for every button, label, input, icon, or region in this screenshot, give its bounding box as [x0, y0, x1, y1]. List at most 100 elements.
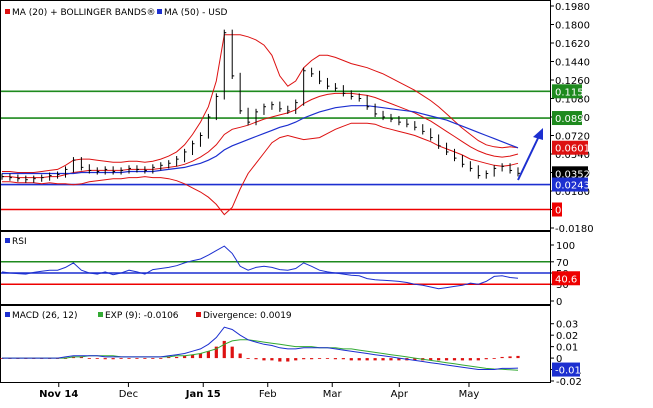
divergence-bar — [508, 356, 512, 359]
divergence-bar — [349, 358, 353, 361]
divergence-bar — [325, 358, 330, 359]
divergence-bar — [333, 358, 338, 360]
macd-legend-label: MACD (26, 12) — [12, 311, 78, 321]
signal-line — [2, 339, 519, 371]
divergence-bar — [262, 358, 266, 361]
divergence-bar — [270, 358, 274, 361]
rsi-y-tick-label: 100 — [556, 241, 575, 252]
divergence-legend-label: Divergence: 0.0019 — [203, 311, 292, 321]
rsi-line — [1, 245, 519, 290]
divergence-bar — [71, 356, 76, 359]
divergence-bar — [87, 358, 91, 359]
divergence-bar — [111, 358, 115, 360]
divergence-bar — [167, 356, 171, 359]
divergence-bar — [254, 358, 258, 360]
rsi-y-tick-label: 0 — [556, 297, 562, 308]
ma20-legend-swatch — [5, 9, 10, 14]
price-y-tick-label: 0.1440 — [555, 58, 590, 69]
price-y-tick-label: 0.0540 — [555, 150, 590, 161]
tag-resistance-089-bg — [552, 111, 582, 126]
divergence-bar — [127, 358, 131, 359]
price-y-tick-label: 0.1260 — [555, 76, 590, 87]
price-bars — [1, 29, 520, 183]
price-y-tick-label: 0.1620 — [555, 39, 590, 50]
tag-ma20-value: 0.0601 — [555, 144, 590, 155]
price-y-tick-label: 0.0180 — [555, 187, 590, 198]
tag-macd-value-bg — [552, 362, 580, 377]
divergence-bar — [341, 358, 345, 360]
price-panel-frame — [0, 0, 551, 231]
divergence-bar — [492, 358, 496, 359]
tag-last-price: 0.0352 — [555, 169, 590, 180]
divergence-bar — [95, 358, 99, 359]
divergence-bar — [397, 358, 401, 361]
tag-rsi-value: 40.6 — [555, 274, 577, 285]
divergence-bar — [159, 358, 163, 359]
divergence-bar — [151, 358, 155, 359]
divergence-bar — [437, 358, 441, 361]
exp-legend-label: EXP (9): -0.0106 — [105, 311, 179, 321]
rsi-y-tick-label: 70 — [556, 258, 569, 269]
divergence-bar — [413, 358, 417, 361]
tag-zero: 0 — [555, 206, 561, 217]
tag-macd-value: -0.01 — [555, 366, 581, 377]
x-axis-label: Mar — [323, 389, 343, 400]
macd-y-tick-label: 0.03 — [556, 320, 578, 331]
divergence-bar — [294, 358, 298, 361]
y-axis-ticks: 0.19800.18000.16200.14400.12600.10800.09… — [550, 2, 594, 388]
rsi-legend-label: RSI — [12, 237, 27, 247]
bollinger-bands — [2, 34, 519, 216]
horizontal-levels — [1, 90, 550, 211]
macd-y-tick-label: -0.02 — [556, 377, 582, 388]
divergence-bar — [214, 346, 218, 359]
divergence-bar — [484, 358, 488, 360]
macd-panel-frame — [0, 305, 551, 383]
divergence-bar — [198, 353, 203, 359]
macd-line — [2, 326, 519, 370]
divergence-bar — [143, 358, 147, 359]
macd-y-tick-label: 0 — [556, 354, 562, 365]
divergence-bar — [452, 358, 457, 361]
divergence-bar — [79, 356, 83, 359]
projection-arrow — [517, 128, 543, 181]
tag-support-bg — [552, 177, 588, 192]
divergence-bar — [381, 358, 385, 361]
divergence-bar — [302, 358, 306, 360]
price-y-tick-label: 0.1800 — [555, 21, 590, 32]
price-y-tick-label: -0.0180 — [555, 224, 594, 235]
divergence-bar — [389, 358, 393, 361]
rsi-legend: RSI — [5, 237, 27, 247]
divergence-bar — [468, 358, 472, 361]
rsi-lines — [1, 245, 550, 290]
divergence-bar — [206, 351, 210, 359]
divergence-bar — [119, 358, 123, 359]
macd-lines — [0, 326, 520, 371]
macd-legend-swatch — [5, 312, 10, 317]
divergence-bar — [182, 355, 187, 359]
x-axis-ticks: Nov 14 Dec Jan 15 Feb Mar Apr May — [39, 383, 479, 400]
ma50-legend-swatch — [157, 9, 162, 14]
divergence-bar — [103, 358, 107, 360]
tag-support: 0.0243 — [555, 181, 590, 192]
ma20-legend-label: MA (20) + BOLLINGER BANDS® — [12, 8, 156, 18]
divergence-bar — [238, 353, 242, 359]
divergence-legend-swatch — [196, 312, 201, 317]
tag-resistance-115-bg — [552, 84, 582, 99]
price-y-tick-label: 0.0720 — [555, 132, 590, 143]
tag-resistance-115: 0.115 — [555, 87, 584, 98]
tag-rsi-value-bg — [552, 271, 580, 286]
rsi-legend-swatch — [5, 238, 10, 243]
divergence-bar — [516, 355, 520, 359]
divergence-bar — [365, 358, 369, 361]
x-axis-label: Apr — [391, 389, 409, 400]
divergence-bar — [476, 358, 480, 361]
divergence-bar — [246, 358, 250, 359]
tag-ma20-value-bg — [552, 140, 588, 155]
divergence-bar — [286, 358, 290, 362]
price-legend: MA (20) + BOLLINGER BANDS® MA (50) - USD — [5, 8, 228, 18]
divergence-bar — [135, 358, 139, 359]
ma50-line — [2, 105, 519, 175]
